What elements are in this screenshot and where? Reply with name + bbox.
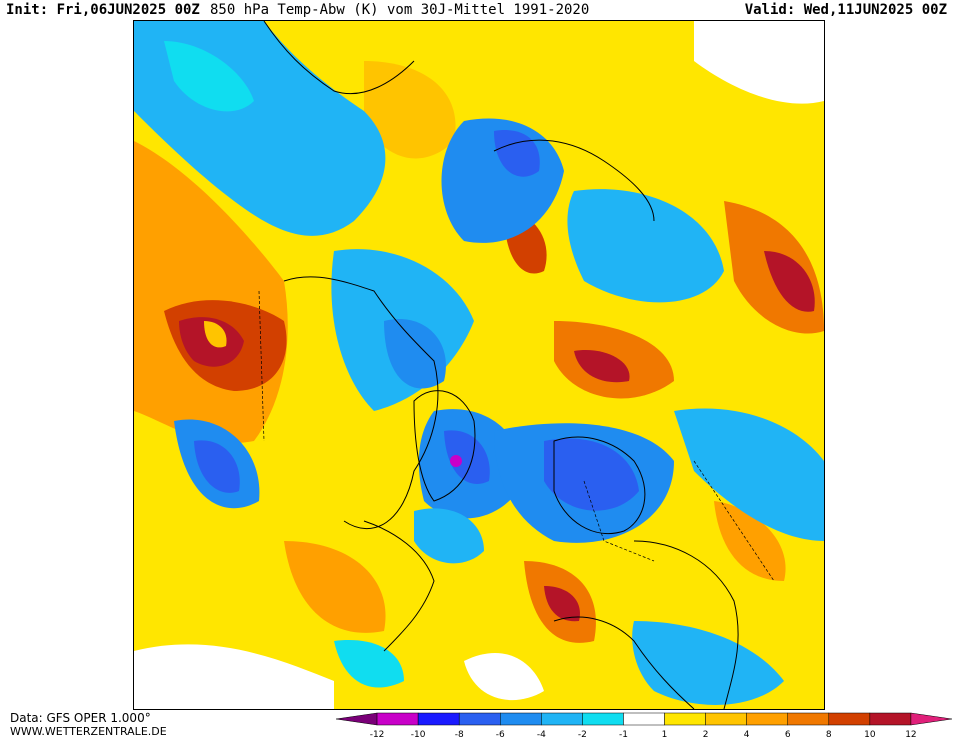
warm-region-atlantic xyxy=(284,541,386,633)
legend-swatch xyxy=(787,712,830,726)
cold-core-canada xyxy=(194,440,240,493)
max-anomaly-eastsiberia xyxy=(764,251,815,312)
legend-tick-label: 1 xyxy=(662,730,668,740)
legend-swatch xyxy=(541,712,583,726)
cold-core-scandinavia xyxy=(544,438,639,511)
data-source: Data: GFS OPER 1.000° xyxy=(10,711,151,725)
footer: Data: GFS OPER 1.000° WWW.WETTERZENTRALE… xyxy=(10,711,167,738)
legend-swatch xyxy=(664,712,706,726)
legend-tick-label: -6 xyxy=(496,730,505,740)
color-legend: -12 -10 -8 -6 -4 -2 -1 1 2 4 6 8 10 12 xyxy=(330,712,958,740)
legend-swatch xyxy=(623,712,665,726)
cold-region-southasia xyxy=(632,621,784,705)
cold-core-greenland xyxy=(444,430,490,484)
cold-core-arctic xyxy=(384,319,446,389)
legend-swatch xyxy=(746,712,788,726)
coastline-aleutians xyxy=(263,21,415,95)
legend-swatch xyxy=(828,712,871,726)
legend-swatch xyxy=(869,712,912,726)
legend-tick-label: -12 xyxy=(370,730,385,740)
init-time: Init: Fri,06JUN2025 00Z xyxy=(6,2,200,18)
legend-swatch xyxy=(910,712,953,726)
cold-swirl-atlantic xyxy=(414,508,484,564)
cold-anomaly-regions xyxy=(134,21,824,705)
legend-tick-label: 10 xyxy=(864,730,876,740)
header-bar: Init: Fri,06JUN2025 00Z 850 hPa Temp-Abw… xyxy=(0,0,959,20)
cold-region-centralasia xyxy=(674,408,824,541)
warm-anomaly-regions xyxy=(134,61,824,643)
warm-patch-alaska xyxy=(204,321,227,348)
neutral-band-pacific xyxy=(694,21,824,104)
valid-time: Valid: Wed,11JUN2025 00Z xyxy=(744,2,947,18)
legend-tick-label: -4 xyxy=(537,730,546,740)
legend-tick-label: 12 xyxy=(905,730,916,740)
min-anomaly-greenland xyxy=(450,455,462,467)
legend-tick-label: 8 xyxy=(826,730,832,740)
border-asia xyxy=(693,460,775,582)
cold-core-siberia-north xyxy=(494,130,540,177)
neutral-band-south xyxy=(134,644,334,709)
max-anomaly-mediterranean xyxy=(544,586,580,622)
coastlines xyxy=(263,21,739,709)
legend-tick-label: 4 xyxy=(744,730,750,740)
website-label: WWW.WETTERZENTRALE.DE xyxy=(10,725,167,738)
cold-region-eastsiberia xyxy=(567,189,724,303)
coastline-europe-south xyxy=(553,616,695,709)
legend-swatch xyxy=(458,712,501,726)
legend-svg: -12 -10 -8 -6 -4 -2 -1 1 2 4 6 8 10 12 xyxy=(335,712,953,740)
legend-tick-label: 6 xyxy=(785,730,791,740)
legend-swatch xyxy=(582,712,624,726)
legend-tick-label: -10 xyxy=(411,730,426,740)
warm-region-northpacific xyxy=(364,61,456,159)
anomaly-field-svg xyxy=(134,21,824,709)
coastline-east-america xyxy=(363,520,435,652)
legend-swatch xyxy=(500,712,542,726)
warm-region-centralasia xyxy=(714,501,786,581)
legend-swatch xyxy=(705,712,747,726)
coastline-greenland xyxy=(413,390,476,502)
cold-patch-bering xyxy=(164,41,254,112)
neutral-band-africa xyxy=(464,652,544,701)
max-anomaly-kara xyxy=(574,350,630,383)
border-europe xyxy=(583,480,655,562)
coastline-north-america xyxy=(283,276,439,530)
legend-tick-label: -1 xyxy=(619,730,628,740)
coastline-scandinavia xyxy=(553,436,646,535)
borders xyxy=(258,290,775,582)
anomaly-map xyxy=(133,20,825,710)
coastline-siberia xyxy=(493,139,655,222)
legend-swatch xyxy=(417,712,460,726)
legend-tick-label: -8 xyxy=(455,730,464,740)
border-alaska-canada xyxy=(258,290,265,442)
legend-tick-label: -2 xyxy=(578,730,587,740)
legend-tick-label: 2 xyxy=(703,730,709,740)
legend-swatch xyxy=(335,712,378,726)
coastline-asia xyxy=(633,540,739,709)
legend-swatch xyxy=(376,712,419,726)
neutral-white-bands xyxy=(134,21,824,709)
map-title: 850 hPa Temp-Abw (K) vom 30J-Mittel 1991… xyxy=(210,2,590,18)
cold-patch-subtropics xyxy=(334,640,404,688)
